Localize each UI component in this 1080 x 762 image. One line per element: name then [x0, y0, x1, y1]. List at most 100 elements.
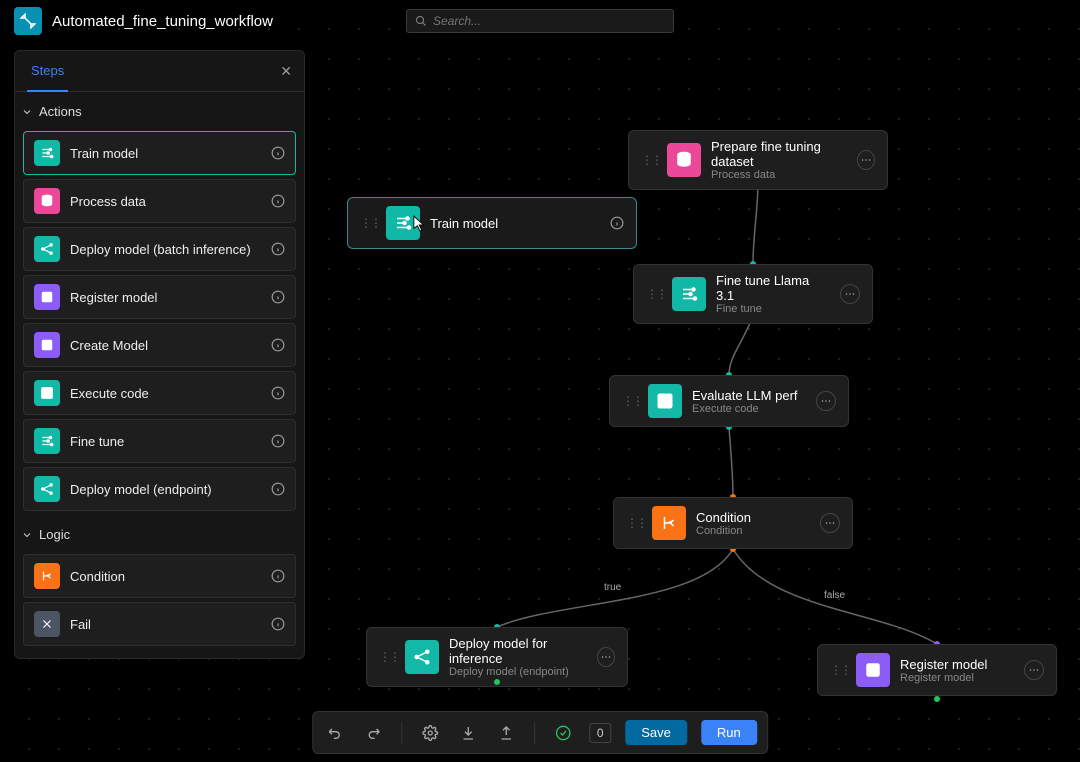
section-logic[interactable]: Logic	[15, 515, 304, 550]
action-label: Deploy model (batch inference)	[70, 242, 261, 257]
x-icon	[34, 611, 60, 637]
save-button[interactable]: Save	[625, 720, 687, 745]
node-subtitle: Deploy model (endpoint)	[449, 666, 587, 678]
action-label: Execute code	[70, 386, 261, 401]
node-more-button[interactable]	[816, 391, 836, 411]
info-icon[interactable]	[271, 290, 285, 304]
share-icon	[34, 236, 60, 262]
node-subtitle: Condition	[696, 525, 751, 537]
info-icon[interactable]	[610, 216, 624, 230]
info-icon[interactable]	[271, 617, 285, 631]
edge-label: true	[604, 582, 621, 593]
action-label: Fine tune	[70, 434, 261, 449]
drag-handle-icon[interactable]: ⋮⋮	[379, 650, 399, 664]
branch-icon	[34, 563, 60, 589]
code-icon	[34, 380, 60, 406]
node-title: Fine tune Llama 3.1	[716, 273, 830, 303]
search-input[interactable]	[433, 14, 665, 28]
close-panel-icon[interactable]: ✕	[280, 63, 292, 80]
workflow-title: Automated_fine_tuning_workflow	[52, 13, 273, 30]
info-icon[interactable]	[271, 386, 285, 400]
check-icon	[34, 332, 60, 358]
sliders-icon	[34, 140, 60, 166]
logic-item-1[interactable]: Fail	[23, 602, 296, 646]
action-item-6[interactable]: Fine tune	[23, 419, 296, 463]
share-icon	[34, 476, 60, 502]
chevron-down-icon	[21, 106, 33, 118]
action-label: Create Model	[70, 338, 261, 353]
run-button[interactable]: Run	[701, 720, 757, 745]
workflow-node[interactable]: ⋮⋮ Prepare fine tuning dataset Process d…	[628, 130, 888, 190]
bottom-toolbar: 0 Save Run	[312, 711, 768, 754]
action-item-7[interactable]: Deploy model (endpoint)	[23, 467, 296, 511]
node-more-button[interactable]	[1024, 660, 1044, 680]
node-subtitle: Process data	[711, 169, 847, 181]
download-button[interactable]	[456, 721, 480, 745]
settings-button[interactable]	[418, 721, 442, 745]
info-icon[interactable]	[271, 146, 285, 160]
action-label: Deploy model (endpoint)	[70, 482, 261, 497]
node-title: Train model	[430, 216, 498, 231]
action-label: Train model	[70, 146, 261, 161]
action-item-3[interactable]: Register model	[23, 275, 296, 319]
action-label: Condition	[70, 569, 261, 584]
sliders-icon	[672, 277, 706, 311]
branch-icon	[652, 506, 686, 540]
header: Automated_fine_tuning_workflow	[0, 0, 1080, 42]
drag-handle-icon[interactable]: ⋮⋮	[626, 516, 646, 530]
app-icon	[14, 7, 42, 35]
code-icon	[648, 384, 682, 418]
info-icon[interactable]	[271, 242, 285, 256]
status-ok-icon	[551, 721, 575, 745]
action-item-0[interactable]: Train model	[23, 131, 296, 175]
status-dot	[494, 679, 500, 685]
steps-panel: Steps ✕ Actions Train model Process data…	[14, 50, 305, 659]
search-icon	[415, 15, 427, 27]
node-subtitle: Fine tune	[716, 303, 830, 315]
export-button[interactable]	[494, 721, 518, 745]
sliders-icon	[34, 428, 60, 454]
action-label: Process data	[70, 194, 261, 209]
node-title: Prepare fine tuning dataset	[711, 139, 847, 169]
redo-button[interactable]	[361, 721, 385, 745]
drag-handle-icon[interactable]: ⋮⋮	[360, 216, 380, 230]
info-icon[interactable]	[271, 434, 285, 448]
node-more-button[interactable]	[597, 647, 615, 667]
node-more-button[interactable]	[857, 150, 875, 170]
drag-handle-icon[interactable]: ⋮⋮	[641, 153, 661, 167]
node-more-button[interactable]	[840, 284, 860, 304]
action-item-2[interactable]: Deploy model (batch inference)	[23, 227, 296, 271]
info-icon[interactable]	[271, 482, 285, 496]
node-subtitle: Execute code	[692, 403, 798, 415]
edge-label: false	[824, 590, 845, 601]
ghost-node[interactable]: ⋮⋮ Train model	[347, 197, 637, 249]
workflow-node[interactable]: ⋮⋮ Fine tune Llama 3.1 Fine tune	[633, 264, 873, 324]
cursor-icon	[413, 215, 427, 233]
logic-item-0[interactable]: Condition	[23, 554, 296, 598]
action-item-4[interactable]: Create Model	[23, 323, 296, 367]
info-icon[interactable]	[271, 338, 285, 352]
check-icon	[856, 653, 890, 687]
search-box[interactable]	[406, 9, 674, 33]
drag-handle-icon[interactable]: ⋮⋮	[622, 394, 642, 408]
info-icon[interactable]	[271, 569, 285, 583]
node-title: Deploy model for inference	[449, 636, 587, 666]
section-actions[interactable]: Actions	[15, 92, 304, 127]
chevron-down-icon	[21, 529, 33, 541]
drag-handle-icon[interactable]: ⋮⋮	[830, 663, 850, 677]
action-label: Fail	[70, 617, 261, 632]
check-icon	[34, 284, 60, 310]
action-item-1[interactable]: Process data	[23, 179, 296, 223]
undo-button[interactable]	[323, 721, 347, 745]
tab-steps[interactable]: Steps	[27, 51, 68, 92]
info-icon[interactable]	[271, 194, 285, 208]
workflow-node[interactable]: ⋮⋮ Condition Condition	[613, 497, 853, 549]
node-title: Condition	[696, 510, 751, 525]
workflow-node[interactable]: ⋮⋮ Evaluate LLM perf Execute code	[609, 375, 849, 427]
db-icon	[34, 188, 60, 214]
workflow-node[interactable]: ⋮⋮ Register model Register model	[817, 644, 1057, 696]
drag-handle-icon[interactable]: ⋮⋮	[646, 287, 666, 301]
action-item-5[interactable]: Execute code	[23, 371, 296, 415]
workflow-node[interactable]: ⋮⋮ Deploy model for inference Deploy mod…	[366, 627, 628, 687]
node-more-button[interactable]	[820, 513, 840, 533]
